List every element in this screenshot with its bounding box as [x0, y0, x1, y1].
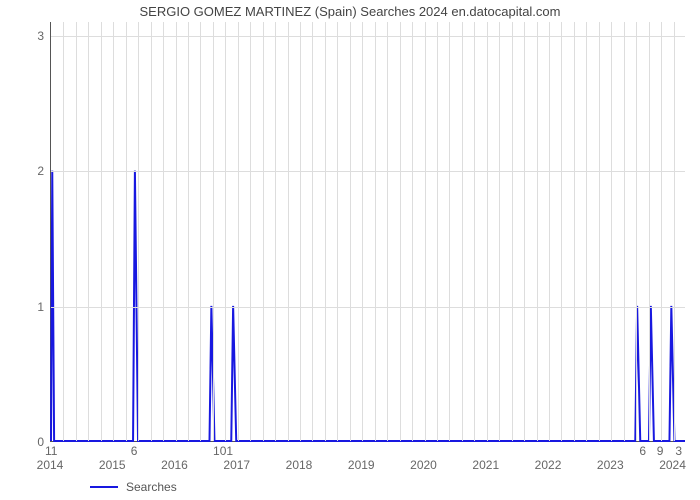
grid-line-v-minor — [499, 22, 500, 441]
grid-line-v — [113, 22, 114, 441]
grid-line-v-minor — [213, 22, 214, 441]
x-tick-label: 2020 — [410, 458, 437, 472]
grid-line-v-minor — [312, 22, 313, 441]
y-tick-label: 1 — [24, 300, 44, 314]
grid-line-v-minor — [63, 22, 64, 441]
grid-line-v-minor — [350, 22, 351, 441]
grid-line-v-minor — [275, 22, 276, 441]
grid-line-v — [362, 22, 363, 441]
grid-line-v — [176, 22, 177, 441]
data-label: 101 — [213, 444, 233, 458]
chart-container: SERGIO GOMEZ MARTINEZ (Spain) Searches 2… — [0, 0, 700, 500]
grid-line-v-minor — [636, 22, 637, 441]
x-tick-label: 2015 — [99, 458, 126, 472]
x-tick-label: 2014 — [37, 458, 64, 472]
plot-area — [50, 22, 685, 442]
x-tick-label: 2024 — [659, 458, 686, 472]
legend-label: Searches — [126, 480, 177, 494]
data-label: 6 — [131, 444, 138, 458]
x-tick-label: 2018 — [286, 458, 313, 472]
grid-line-v-minor — [225, 22, 226, 441]
x-tick-label: 2017 — [223, 458, 250, 472]
grid-line-v-minor — [151, 22, 152, 441]
grid-line-v-minor — [375, 22, 376, 441]
grid-line-v-minor — [474, 22, 475, 441]
grid-line-v-minor — [101, 22, 102, 441]
data-label: 11 — [45, 444, 57, 458]
x-tick-label: 2023 — [597, 458, 624, 472]
x-tick-label: 2022 — [535, 458, 562, 472]
x-tick-label: 2019 — [348, 458, 375, 472]
grid-line-v-minor — [200, 22, 201, 441]
y-tick-label: 0 — [24, 435, 44, 449]
chart-title: SERGIO GOMEZ MARTINEZ (Spain) Searches 2… — [0, 4, 700, 19]
grid-line-v-minor — [400, 22, 401, 441]
grid-line-v-minor — [574, 22, 575, 441]
legend-swatch — [90, 486, 118, 488]
grid-line-v-minor — [288, 22, 289, 441]
grid-line-v-minor — [126, 22, 127, 441]
legend: Searches — [90, 480, 177, 494]
grid-line-v-minor — [649, 22, 650, 441]
grid-line-v-minor — [661, 22, 662, 441]
grid-line-v-minor — [88, 22, 89, 441]
grid-line-v — [238, 22, 239, 441]
grid-line-v-minor — [76, 22, 77, 441]
grid-line-v — [425, 22, 426, 441]
y-tick-label: 2 — [24, 164, 44, 178]
grid-line-h — [51, 307, 685, 308]
x-tick-label: 2021 — [472, 458, 499, 472]
series-line — [51, 22, 685, 441]
grid-line-v-minor — [163, 22, 164, 441]
grid-line-v-minor — [449, 22, 450, 441]
grid-line-v-minor — [337, 22, 338, 441]
grid-line-v-minor — [437, 22, 438, 441]
grid-line-v-minor — [325, 22, 326, 441]
grid-line-v-minor — [188, 22, 189, 441]
grid-line-v-minor — [250, 22, 251, 441]
grid-line-h — [51, 171, 685, 172]
grid-line-v-minor — [524, 22, 525, 441]
grid-line-v — [674, 22, 675, 441]
grid-line-v — [611, 22, 612, 441]
grid-line-h — [51, 36, 685, 37]
grid-line-v-minor — [561, 22, 562, 441]
x-tick-label: 2016 — [161, 458, 188, 472]
grid-line-v-minor — [263, 22, 264, 441]
grid-line-v-minor — [138, 22, 139, 441]
grid-line-v-minor — [412, 22, 413, 441]
grid-line-v — [487, 22, 488, 441]
grid-line-v-minor — [624, 22, 625, 441]
grid-line-v-minor — [512, 22, 513, 441]
data-label: 3 — [675, 444, 682, 458]
y-tick-label: 3 — [24, 29, 44, 43]
data-label: 9 — [657, 444, 664, 458]
data-label: 6 — [639, 444, 646, 458]
grid-line-v — [549, 22, 550, 441]
grid-line-v-minor — [387, 22, 388, 441]
grid-line-v-minor — [599, 22, 600, 441]
grid-line-v — [300, 22, 301, 441]
grid-line-v-minor — [462, 22, 463, 441]
grid-line-v-minor — [537, 22, 538, 441]
grid-line-v-minor — [586, 22, 587, 441]
